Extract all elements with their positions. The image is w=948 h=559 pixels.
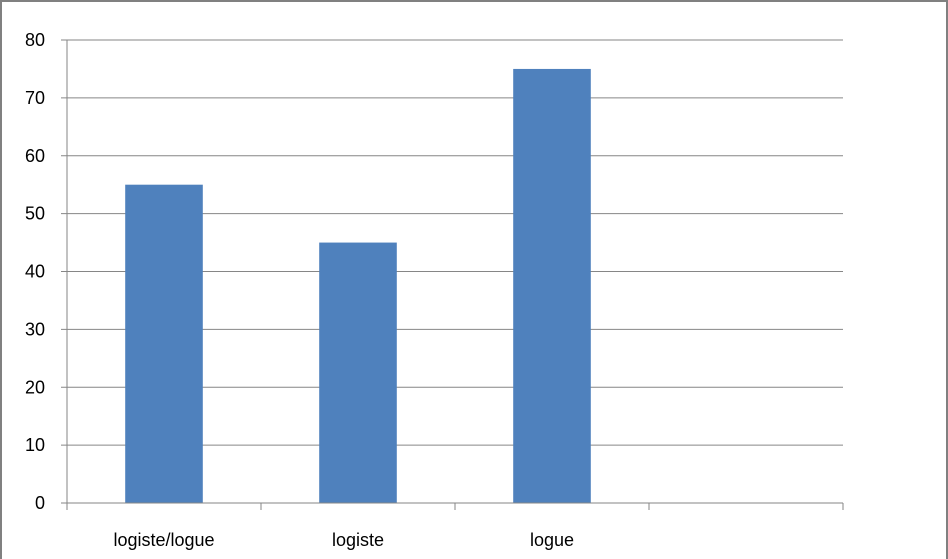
y-tick-label: 40 — [25, 262, 45, 282]
y-tick-label: 20 — [25, 377, 45, 397]
x-tick-label: logue — [530, 530, 574, 550]
axes — [61, 39, 844, 510]
bar — [125, 184, 203, 503]
bars — [125, 68, 591, 503]
bar — [319, 242, 397, 503]
y-tick-label: 70 — [25, 88, 45, 108]
y-tick-label: 80 — [25, 30, 45, 50]
x-tick-label: logiste — [332, 530, 384, 550]
y-tick-label: 30 — [25, 319, 45, 339]
y-tick-label: 0 — [35, 493, 45, 513]
tick-labels: 0 10 20 30 40 50 60 70 80 logiste/logue logiste log… — [25, 30, 574, 550]
bar — [513, 68, 591, 503]
y-tick-label: 60 — [25, 146, 45, 166]
y-tick-label: 50 — [25, 204, 45, 224]
x-tick-label: logiste/logue — [113, 530, 214, 550]
y-tick-label: 10 — [25, 435, 45, 455]
